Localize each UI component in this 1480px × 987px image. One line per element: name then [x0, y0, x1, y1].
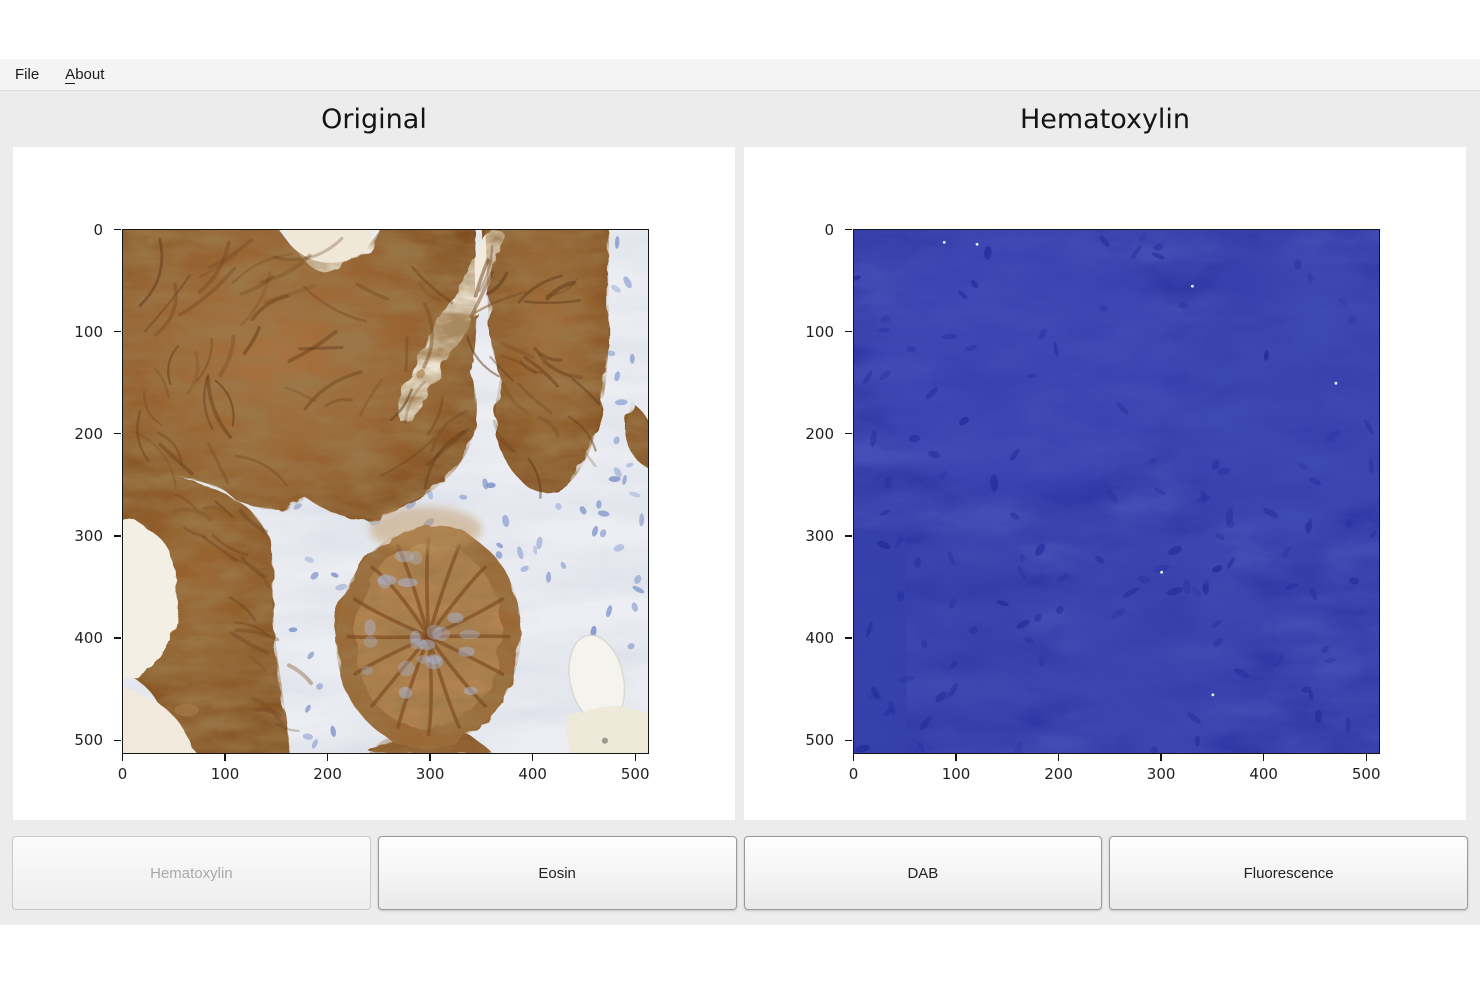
plot-canvas-hematoxylin: 0 100 200 300 400 500 0 100 200 300 400 500 — [744, 147, 1466, 820]
x-tick — [955, 753, 957, 761]
x-tick — [1262, 753, 1265, 761]
app-window: File About Original — [0, 59, 1480, 925]
x-tick — [121, 753, 124, 761]
menu-about-rest: bout — [75, 66, 105, 83]
y-tick-label: 200 — [74, 424, 103, 443]
y-tick — [844, 739, 852, 741]
hematoxylin-channel-image — [854, 230, 1379, 753]
stain-button-row: Hematoxylin Eosin DAB Fluorescence — [0, 836, 1480, 910]
x-tick-label: 100 — [210, 765, 240, 783]
x-tick — [326, 753, 329, 761]
y-tick-label: 400 — [805, 629, 834, 648]
y-tick — [113, 637, 121, 639]
x-tick-label: 400 — [518, 765, 547, 783]
y-tick-label: 500 — [805, 731, 834, 750]
y-tick — [113, 228, 121, 231]
y-tick-label: 400 — [74, 629, 103, 648]
x-tick — [224, 753, 226, 761]
y-tick-label: 100 — [74, 322, 103, 341]
y-tick — [113, 739, 121, 741]
x-tick — [531, 753, 534, 761]
x-tick-label: 500 — [620, 765, 650, 783]
y-tick-label: 200 — [805, 424, 834, 443]
x-tick-label: 500 — [1351, 765, 1381, 783]
y-tick — [844, 637, 852, 639]
menu-about[interactable]: About — [65, 66, 105, 84]
x-tick — [1160, 753, 1162, 761]
axes-hematoxylin — [853, 229, 1380, 754]
y-tick-label: 300 — [805, 526, 834, 545]
x-tick — [1057, 753, 1060, 761]
menu-bar: File About — [0, 59, 1480, 91]
y-tick — [113, 330, 121, 333]
x-tick — [1365, 753, 1367, 761]
y-tick-label: 500 — [74, 731, 103, 750]
hematoxylin-button[interactable]: Hematoxylin — [12, 836, 371, 910]
original-ihc-image — [123, 230, 648, 753]
x-tick-label: 0 — [117, 765, 128, 783]
x-tick-label: 300 — [415, 765, 445, 783]
y-tick-label: 0 — [93, 220, 103, 239]
x-tick-label: 300 — [1146, 765, 1176, 783]
y-tick-label: 100 — [805, 322, 834, 341]
figure-hematoxylin: Hematoxylin — [744, 91, 1466, 820]
figure-original: Original — [13, 91, 735, 820]
y-tick — [113, 535, 121, 537]
x-tick-label: 0 — [848, 765, 859, 783]
menu-file[interactable]: File — [15, 66, 40, 83]
menu-about-accel: A — [65, 66, 76, 84]
dab-button[interactable]: DAB — [743, 836, 1103, 910]
axes-original — [122, 229, 649, 754]
y-tick-label: 0 — [824, 220, 834, 239]
fluorescence-button[interactable]: Fluorescence — [1109, 836, 1468, 910]
y-tick-label: 300 — [74, 526, 103, 545]
plot-canvas-original: 0 100 200 300 400 500 0 100 200 300 400 500 — [13, 147, 735, 820]
y-tick — [844, 228, 852, 231]
figure-title-hematoxylin: Hematoxylin — [1019, 103, 1191, 135]
x-tick — [634, 753, 636, 761]
x-tick-label: 400 — [1249, 765, 1278, 783]
y-tick — [113, 433, 121, 435]
x-tick — [429, 753, 431, 761]
figure-title-original: Original — [321, 103, 427, 135]
y-tick — [844, 535, 852, 537]
y-tick — [844, 330, 852, 333]
x-tick — [852, 753, 855, 761]
eosin-button[interactable]: Eosin — [377, 836, 737, 910]
x-tick-label: 200 — [313, 765, 342, 783]
x-tick-label: 100 — [941, 765, 971, 783]
x-tick-label: 200 — [1044, 765, 1073, 783]
y-tick — [844, 433, 852, 435]
